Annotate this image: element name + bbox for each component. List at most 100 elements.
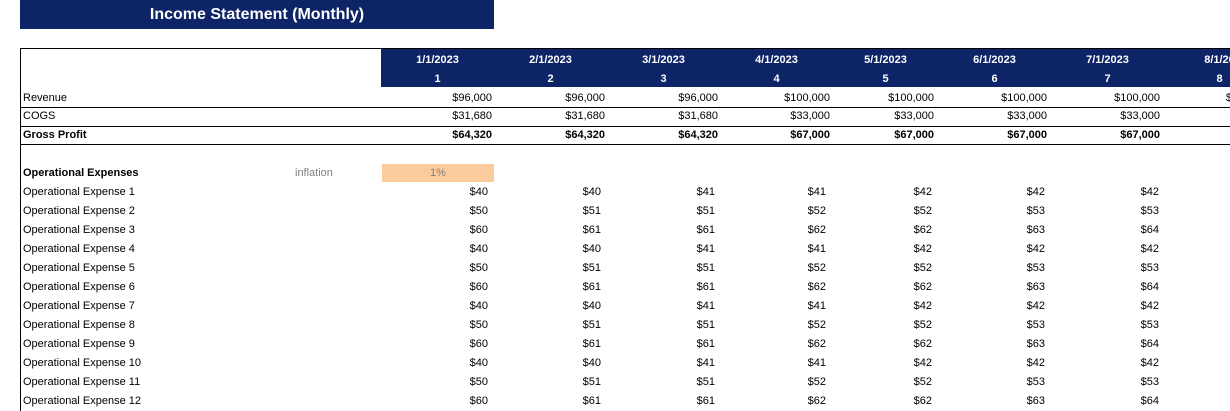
table-cell[interactable]: $33,000: [1007, 110, 1047, 122]
table-cell[interactable]: $67,000: [894, 129, 934, 141]
table-cell[interactable]: $62: [807, 224, 826, 236]
table-cell[interactable]: $40: [469, 243, 488, 255]
table-cell[interactable]: $31,680: [565, 110, 605, 122]
table-cell[interactable]: $42: [1140, 357, 1159, 369]
table-cell[interactable]: $40: [469, 357, 488, 369]
table-cell[interactable]: $42: [1026, 300, 1045, 312]
table-cell[interactable]: [1132, 107, 1230, 125]
table-cell[interactable]: $53: [1026, 205, 1045, 217]
table-cell[interactable]: $51: [582, 376, 601, 388]
table-cell[interactable]: $62: [807, 338, 826, 350]
inflation-input-cell[interactable]: 1%: [382, 164, 494, 182]
table-cell[interactable]: $63: [1026, 281, 1045, 293]
table-cell[interactable]: $53: [1140, 319, 1159, 331]
table-cell[interactable]: $52: [913, 205, 932, 217]
table-cell[interactable]: $64,320: [565, 129, 605, 141]
table-cell[interactable]: $61: [582, 281, 601, 293]
table-cell[interactable]: $51: [582, 205, 601, 217]
table-cell[interactable]: $53: [1140, 205, 1159, 217]
table-cell[interactable]: $60: [469, 395, 488, 407]
table-cell[interactable]: $51: [696, 376, 715, 388]
table-cell[interactable]: $62: [913, 281, 932, 293]
table-cell[interactable]: $42: [913, 300, 932, 312]
table-cell[interactable]: $52: [807, 205, 826, 217]
table-cell[interactable]: $41: [696, 357, 715, 369]
table-cell[interactable]: $62: [807, 281, 826, 293]
table-cell[interactable]: $51: [696, 262, 715, 274]
table-cell[interactable]: $62: [807, 395, 826, 407]
table-cell[interactable]: $53: [1026, 376, 1045, 388]
table-cell[interactable]: $51: [696, 319, 715, 331]
table-cell[interactable]: $60: [469, 338, 488, 350]
table-cell[interactable]: $40: [582, 243, 601, 255]
table-cell[interactable]: $52: [807, 319, 826, 331]
table-cell[interactable]: $60: [469, 281, 488, 293]
table-cell[interactable]: $51: [582, 319, 601, 331]
table-cell[interactable]: $40: [582, 186, 601, 198]
table-cell[interactable]: $53: [1140, 262, 1159, 274]
table-cell[interactable]: $50: [469, 376, 488, 388]
table-cell[interactable]: $31,680: [678, 110, 718, 122]
table-cell[interactable]: $41: [696, 300, 715, 312]
table-cell[interactable]: $51: [696, 205, 715, 217]
table-cell[interactable]: $61: [696, 224, 715, 236]
table-cell[interactable]: $96,000: [452, 92, 492, 104]
table-cell[interactable]: $50: [469, 319, 488, 331]
table-cell[interactable]: $62: [913, 395, 932, 407]
table-cell[interactable]: $52: [807, 262, 826, 274]
table-cell[interactable]: $64: [1140, 338, 1159, 350]
table-cell[interactable]: $67,000: [790, 129, 830, 141]
table-cell[interactable]: $60: [469, 224, 488, 236]
table-cell[interactable]: $51: [582, 262, 601, 274]
table-cell[interactable]: $31,680: [452, 110, 492, 122]
table-cell[interactable]: $64,320: [678, 129, 718, 141]
table-cell[interactable]: $40: [582, 357, 601, 369]
table-cell[interactable]: $50: [469, 205, 488, 217]
table-cell[interactable]: $61: [696, 395, 715, 407]
table-cell[interactable]: $42: [913, 357, 932, 369]
table-cell[interactable]: $33,000: [790, 110, 830, 122]
table-cell[interactable]: $64: [1140, 395, 1159, 407]
table-cell[interactable]: $42: [1026, 243, 1045, 255]
table-cell[interactable]: $41: [696, 243, 715, 255]
table-cell[interactable]: $40: [582, 300, 601, 312]
table-cell[interactable]: $41: [807, 243, 826, 255]
table-cell[interactable]: $52: [807, 376, 826, 388]
table-cell[interactable]: $63: [1026, 224, 1045, 236]
table-cell[interactable]: $42: [913, 243, 932, 255]
table-cell[interactable]: $62: [913, 338, 932, 350]
table-cell[interactable]: $96,000: [678, 92, 718, 104]
table-cell[interactable]: $42: [1140, 243, 1159, 255]
table-cell[interactable]: $100,000: [888, 92, 934, 104]
table-cell[interactable]: $52: [913, 376, 932, 388]
table-cell[interactable]: $64,320: [452, 129, 492, 141]
table-cell[interactable]: $96,000: [565, 92, 605, 104]
table-cell[interactable]: $42: [913, 186, 932, 198]
table-cell[interactable]: $61: [582, 224, 601, 236]
table-cell[interactable]: $64: [1140, 281, 1159, 293]
table-cell[interactable]: $41: [807, 186, 826, 198]
table-cell[interactable]: $41: [807, 357, 826, 369]
table-cell[interactable]: $53: [1026, 319, 1045, 331]
table-cell[interactable]: $61: [696, 338, 715, 350]
table-cell[interactable]: $40: [469, 186, 488, 198]
table-cell[interactable]: [1132, 126, 1230, 144]
table-cell[interactable]: $41: [696, 186, 715, 198]
table-cell[interactable]: $61: [582, 338, 601, 350]
table-cell[interactable]: $63: [1026, 338, 1045, 350]
table-cell[interactable]: $41: [807, 300, 826, 312]
table-cell[interactable]: $62: [913, 224, 932, 236]
table-cell[interactable]: $: [1225, 92, 1230, 104]
table-cell[interactable]: $53: [1026, 262, 1045, 274]
table-cell[interactable]: $63: [1026, 395, 1045, 407]
table-cell[interactable]: $42: [1026, 186, 1045, 198]
table-cell[interactable]: $67,000: [1120, 129, 1160, 141]
table-cell[interactable]: $42: [1140, 186, 1159, 198]
table-cell[interactable]: $100,000: [1114, 92, 1160, 104]
table-cell[interactable]: $52: [913, 262, 932, 274]
table-cell[interactable]: $61: [696, 281, 715, 293]
table-cell[interactable]: $52: [913, 319, 932, 331]
table-cell[interactable]: $100,000: [1001, 92, 1047, 104]
table-cell[interactable]: $64: [1140, 224, 1159, 236]
table-cell[interactable]: $61: [582, 395, 601, 407]
